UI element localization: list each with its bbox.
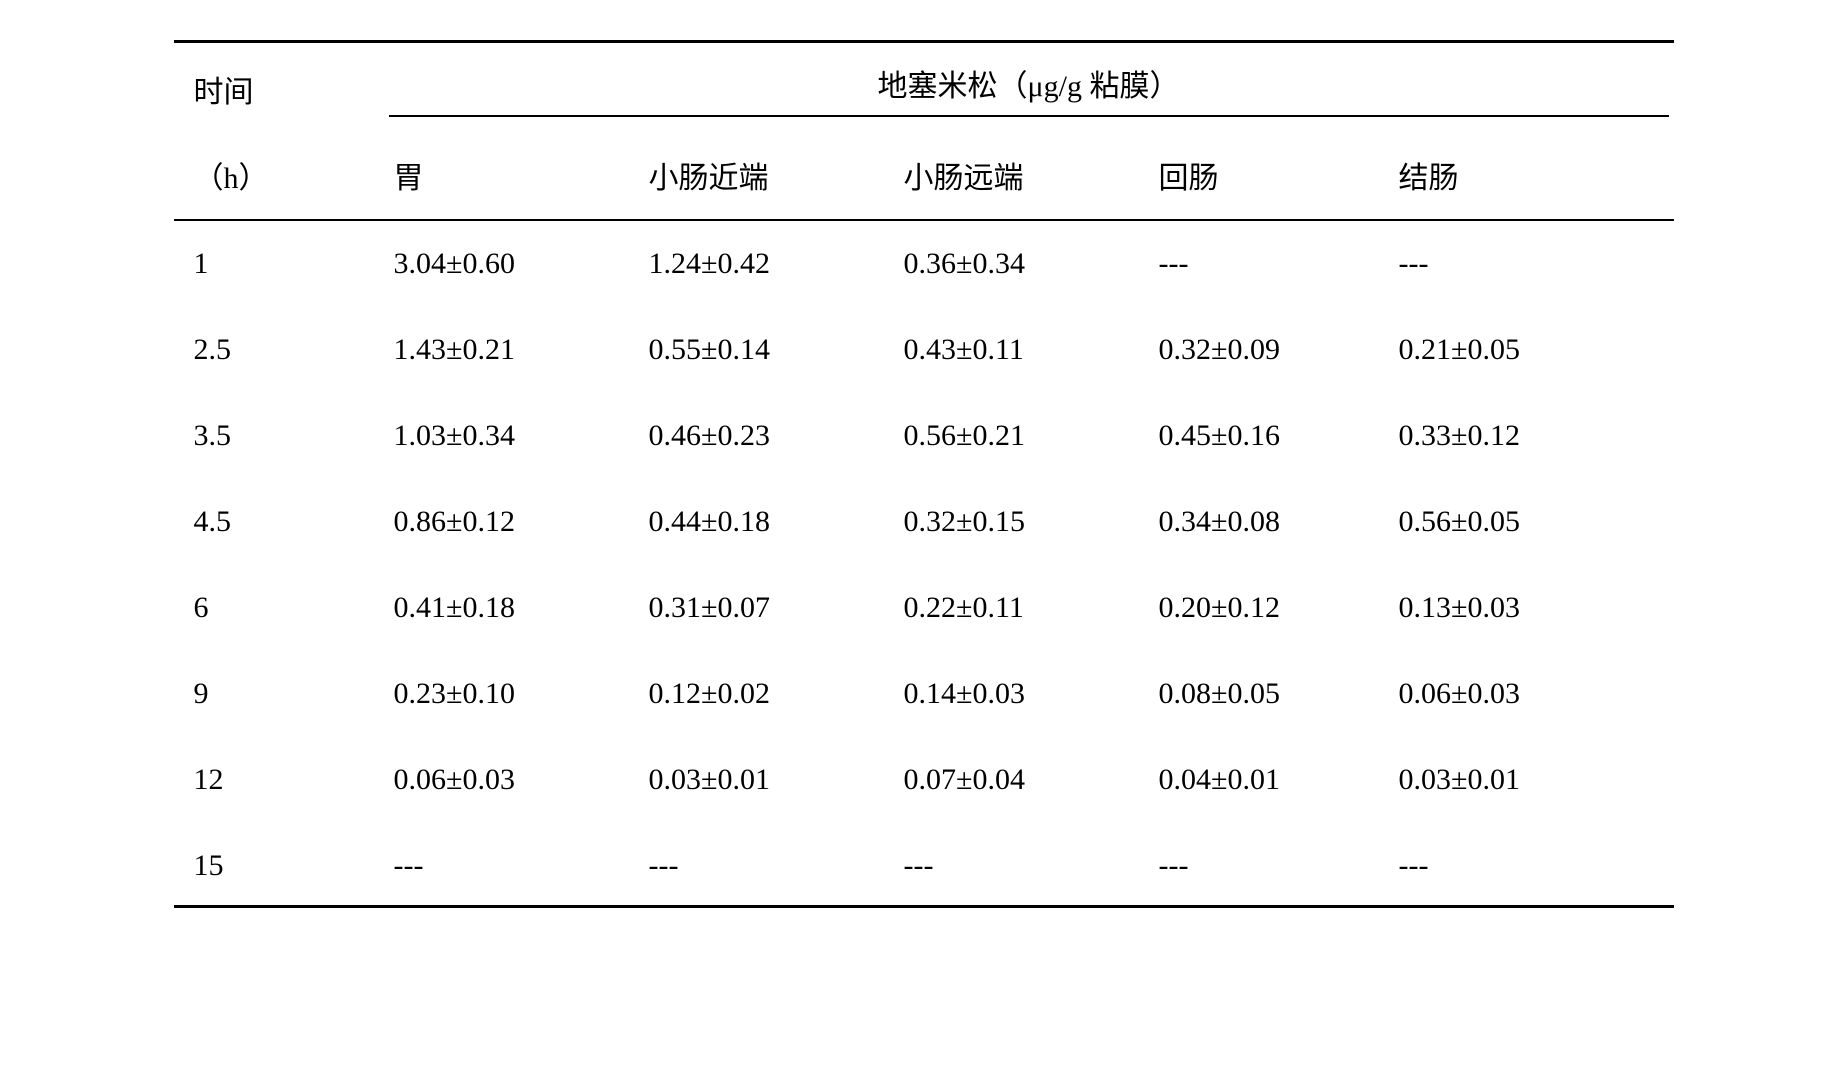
table-row: 3.5 1.03±0.34 0.46±0.23 0.56±0.21 0.45±0… (174, 393, 1674, 479)
data-cell: 0.33±0.12 (1389, 393, 1674, 479)
time-cell: 6 (174, 565, 384, 651)
data-cell: 0.04±0.01 (1149, 737, 1389, 823)
data-cell: 0.56±0.21 (894, 393, 1149, 479)
spanning-header: 地塞米松（μg/g 粘膜） (384, 42, 1674, 136)
spanning-header-underline (389, 115, 1669, 117)
data-cell: 0.56±0.05 (1389, 479, 1674, 565)
data-cell: 3.04±0.60 (384, 220, 639, 307)
column-header: 结肠 (1389, 135, 1674, 220)
data-cell: 0.06±0.03 (1389, 651, 1674, 737)
time-cell: 9 (174, 651, 384, 737)
table-row: 2.5 1.43±0.21 0.55±0.14 0.43±0.11 0.32±0… (174, 307, 1674, 393)
data-cell: --- (384, 823, 639, 907)
column-header: 小肠近端 (639, 135, 894, 220)
data-cell: 0.07±0.04 (894, 737, 1149, 823)
time-unit-label: （h） (174, 135, 384, 220)
time-cell: 12 (174, 737, 384, 823)
column-header: 小肠远端 (894, 135, 1149, 220)
data-cell: 0.46±0.23 (639, 393, 894, 479)
data-cell: 0.86±0.12 (384, 479, 639, 565)
time-cell: 15 (174, 823, 384, 907)
time-cell: 4.5 (174, 479, 384, 565)
table-row: 4.5 0.86±0.12 0.44±0.18 0.32±0.15 0.34±0… (174, 479, 1674, 565)
data-cell: 0.03±0.01 (1389, 737, 1674, 823)
data-cell: 1.24±0.42 (639, 220, 894, 307)
data-cell: 0.31±0.07 (639, 565, 894, 651)
table-row: 12 0.06±0.03 0.03±0.01 0.07±0.04 0.04±0.… (174, 737, 1674, 823)
data-cell: 0.43±0.11 (894, 307, 1149, 393)
data-cell: 0.03±0.01 (639, 737, 894, 823)
data-cell: 0.21±0.05 (1389, 307, 1674, 393)
data-cell: 1.03±0.34 (384, 393, 639, 479)
data-cell: 0.45±0.16 (1149, 393, 1389, 479)
data-cell: 1.43±0.21 (384, 307, 639, 393)
data-cell: --- (1389, 220, 1674, 307)
data-cell: 0.13±0.03 (1389, 565, 1674, 651)
data-cell: 0.36±0.34 (894, 220, 1149, 307)
data-cell: 0.22±0.11 (894, 565, 1149, 651)
table-row: 1 3.04±0.60 1.24±0.42 0.36±0.34 --- --- (174, 220, 1674, 307)
time-cell: 3.5 (174, 393, 384, 479)
data-cell: 0.20±0.12 (1149, 565, 1389, 651)
data-cell: --- (639, 823, 894, 907)
time-header-label: 时间 (174, 42, 384, 136)
table-row: 6 0.41±0.18 0.31±0.07 0.22±0.11 0.20±0.1… (174, 565, 1674, 651)
table-header-row-1: 时间 地塞米松（μg/g 粘膜） (174, 42, 1674, 136)
table-header-row-2: （h） 胃 小肠近端 小肠远端 回肠 结肠 (174, 135, 1674, 220)
data-cell: 0.55±0.14 (639, 307, 894, 393)
data-cell: 0.23±0.10 (384, 651, 639, 737)
table-row: 9 0.23±0.10 0.12±0.02 0.14±0.03 0.08±0.0… (174, 651, 1674, 737)
data-cell: 0.32±0.09 (1149, 307, 1389, 393)
column-header: 胃 (384, 135, 639, 220)
data-cell: 0.12±0.02 (639, 651, 894, 737)
data-cell: --- (1149, 823, 1389, 907)
table-row: 15 --- --- --- --- --- (174, 823, 1674, 907)
data-cell: 0.08±0.05 (1149, 651, 1389, 737)
data-cell: 0.44±0.18 (639, 479, 894, 565)
data-cell: 0.41±0.18 (384, 565, 639, 651)
data-table-container: 时间 地塞米松（μg/g 粘膜） （h） 胃 小肠近端 小肠远端 回肠 结肠 1… (174, 40, 1674, 908)
spanning-header-title: 地塞米松（μg/g 粘膜） (878, 70, 1180, 103)
data-cell: 0.06±0.03 (384, 737, 639, 823)
data-table: 时间 地塞米松（μg/g 粘膜） （h） 胃 小肠近端 小肠远端 回肠 结肠 1… (174, 40, 1674, 908)
column-header: 回肠 (1149, 135, 1389, 220)
table-body: 1 3.04±0.60 1.24±0.42 0.36±0.34 --- --- … (174, 220, 1674, 907)
time-cell: 2.5 (174, 307, 384, 393)
data-cell: --- (1149, 220, 1389, 307)
data-cell: 0.32±0.15 (894, 479, 1149, 565)
data-cell: --- (1389, 823, 1674, 907)
data-cell: 0.14±0.03 (894, 651, 1149, 737)
data-cell: 0.34±0.08 (1149, 479, 1389, 565)
data-cell: --- (894, 823, 1149, 907)
time-cell: 1 (174, 220, 384, 307)
